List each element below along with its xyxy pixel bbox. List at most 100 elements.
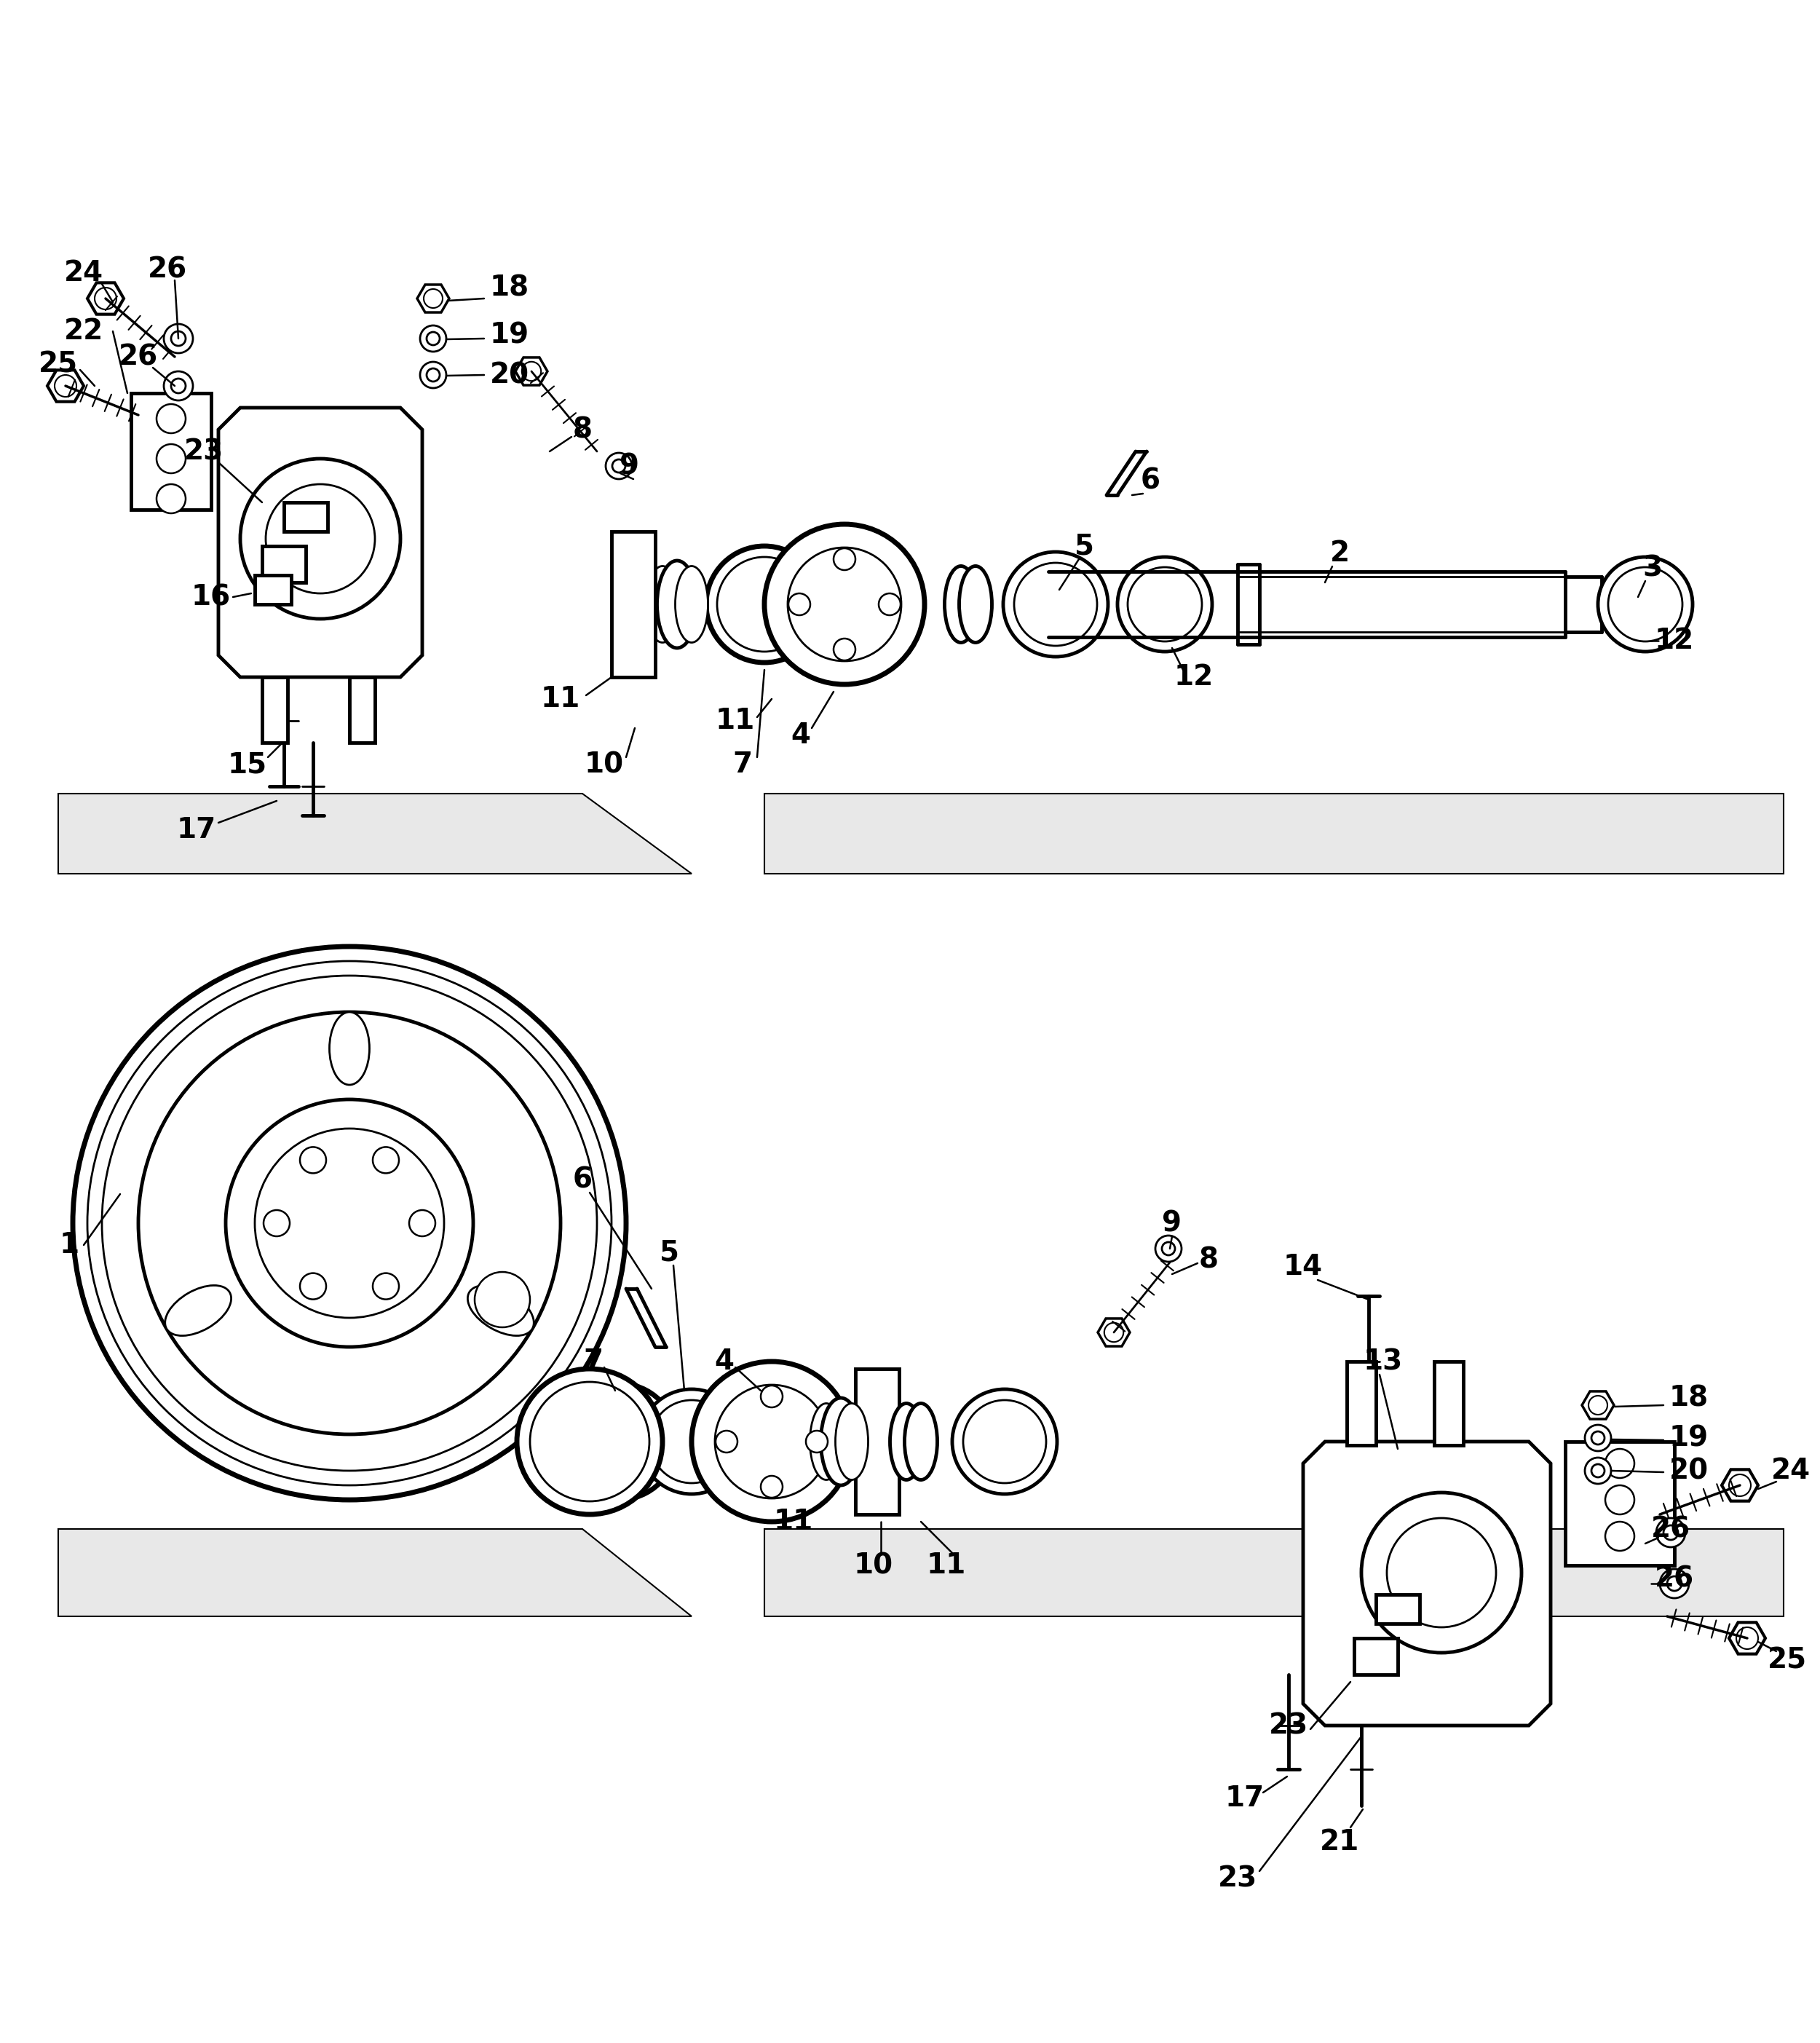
Circle shape xyxy=(788,548,901,662)
Circle shape xyxy=(1660,1569,1689,1598)
Polygon shape xyxy=(255,576,291,605)
Circle shape xyxy=(255,1128,444,1318)
Text: 2: 2 xyxy=(1330,539,1349,568)
Circle shape xyxy=(788,592,810,615)
Ellipse shape xyxy=(905,1404,937,1479)
Text: 11: 11 xyxy=(541,684,581,713)
Circle shape xyxy=(475,1273,530,1328)
Text: 8: 8 xyxy=(1199,1246,1218,1273)
Circle shape xyxy=(717,558,812,652)
Polygon shape xyxy=(218,409,422,676)
Circle shape xyxy=(530,1381,650,1502)
Polygon shape xyxy=(349,676,375,744)
Circle shape xyxy=(157,443,186,474)
Circle shape xyxy=(1605,1485,1634,1514)
Text: 9: 9 xyxy=(1163,1209,1181,1236)
Circle shape xyxy=(606,454,632,478)
Circle shape xyxy=(1014,562,1097,646)
Circle shape xyxy=(420,362,446,388)
Text: 23: 23 xyxy=(1269,1712,1309,1739)
Circle shape xyxy=(1387,1518,1496,1628)
Circle shape xyxy=(571,1393,666,1489)
Circle shape xyxy=(834,548,855,570)
Polygon shape xyxy=(764,793,1784,874)
Circle shape xyxy=(517,1369,662,1514)
Circle shape xyxy=(264,1209,289,1236)
Circle shape xyxy=(1128,568,1201,642)
Circle shape xyxy=(692,1361,852,1522)
Text: 24: 24 xyxy=(64,259,104,286)
Text: 24: 24 xyxy=(1771,1457,1811,1485)
Text: 3: 3 xyxy=(1643,554,1662,582)
Circle shape xyxy=(426,333,440,345)
Circle shape xyxy=(1736,1628,1758,1649)
Text: 11: 11 xyxy=(715,707,755,735)
Ellipse shape xyxy=(890,1404,923,1479)
Polygon shape xyxy=(515,358,548,386)
Polygon shape xyxy=(855,1369,899,1514)
Circle shape xyxy=(1667,1577,1682,1591)
Circle shape xyxy=(157,484,186,513)
Text: 4: 4 xyxy=(792,721,810,750)
Text: 11: 11 xyxy=(926,1551,966,1579)
Ellipse shape xyxy=(959,566,992,644)
Text: 23: 23 xyxy=(184,437,224,466)
Circle shape xyxy=(879,592,901,615)
Circle shape xyxy=(1605,1522,1634,1551)
Polygon shape xyxy=(58,1528,692,1616)
Circle shape xyxy=(761,1385,783,1408)
Circle shape xyxy=(55,376,76,396)
Text: 4: 4 xyxy=(715,1348,733,1375)
Circle shape xyxy=(102,977,597,1471)
Text: 22: 22 xyxy=(64,317,104,345)
Circle shape xyxy=(1663,1526,1678,1540)
Text: 25: 25 xyxy=(38,349,78,378)
Polygon shape xyxy=(1097,1318,1130,1346)
Circle shape xyxy=(1591,1465,1605,1477)
Circle shape xyxy=(164,372,193,400)
Circle shape xyxy=(426,368,440,382)
Polygon shape xyxy=(1376,1594,1420,1624)
Text: 6: 6 xyxy=(1141,466,1159,494)
Circle shape xyxy=(1656,1518,1685,1547)
Circle shape xyxy=(424,288,442,308)
Ellipse shape xyxy=(329,1011,369,1085)
Polygon shape xyxy=(1347,1361,1376,1444)
Polygon shape xyxy=(262,545,306,582)
Circle shape xyxy=(612,460,626,472)
Text: 26: 26 xyxy=(1654,1565,1694,1591)
Text: 26: 26 xyxy=(118,343,158,370)
Text: 7: 7 xyxy=(733,750,752,778)
Circle shape xyxy=(1117,558,1212,652)
Circle shape xyxy=(266,484,375,592)
Text: 13: 13 xyxy=(1363,1348,1403,1375)
Circle shape xyxy=(373,1146,399,1173)
Circle shape xyxy=(87,960,612,1485)
Polygon shape xyxy=(47,370,84,402)
Ellipse shape xyxy=(657,560,697,648)
Polygon shape xyxy=(1582,1391,1614,1420)
Polygon shape xyxy=(764,1528,1784,1616)
Circle shape xyxy=(300,1146,326,1173)
Polygon shape xyxy=(612,531,655,676)
Circle shape xyxy=(715,1430,737,1453)
Circle shape xyxy=(1598,558,1693,652)
Text: 12: 12 xyxy=(1174,664,1214,691)
Text: 10: 10 xyxy=(584,750,624,778)
Circle shape xyxy=(300,1273,326,1299)
Circle shape xyxy=(1361,1493,1522,1653)
Circle shape xyxy=(1609,568,1682,642)
Ellipse shape xyxy=(821,1397,861,1485)
Circle shape xyxy=(157,405,186,433)
Text: 20: 20 xyxy=(490,362,530,388)
Text: 25: 25 xyxy=(1767,1647,1807,1673)
Text: 12: 12 xyxy=(1654,627,1694,654)
Text: 16: 16 xyxy=(191,582,231,611)
Circle shape xyxy=(806,1430,828,1453)
Circle shape xyxy=(1003,552,1108,656)
Circle shape xyxy=(1156,1236,1181,1263)
Circle shape xyxy=(171,331,186,345)
Circle shape xyxy=(522,362,541,380)
Text: 17: 17 xyxy=(1225,1784,1265,1812)
Circle shape xyxy=(410,1209,435,1236)
